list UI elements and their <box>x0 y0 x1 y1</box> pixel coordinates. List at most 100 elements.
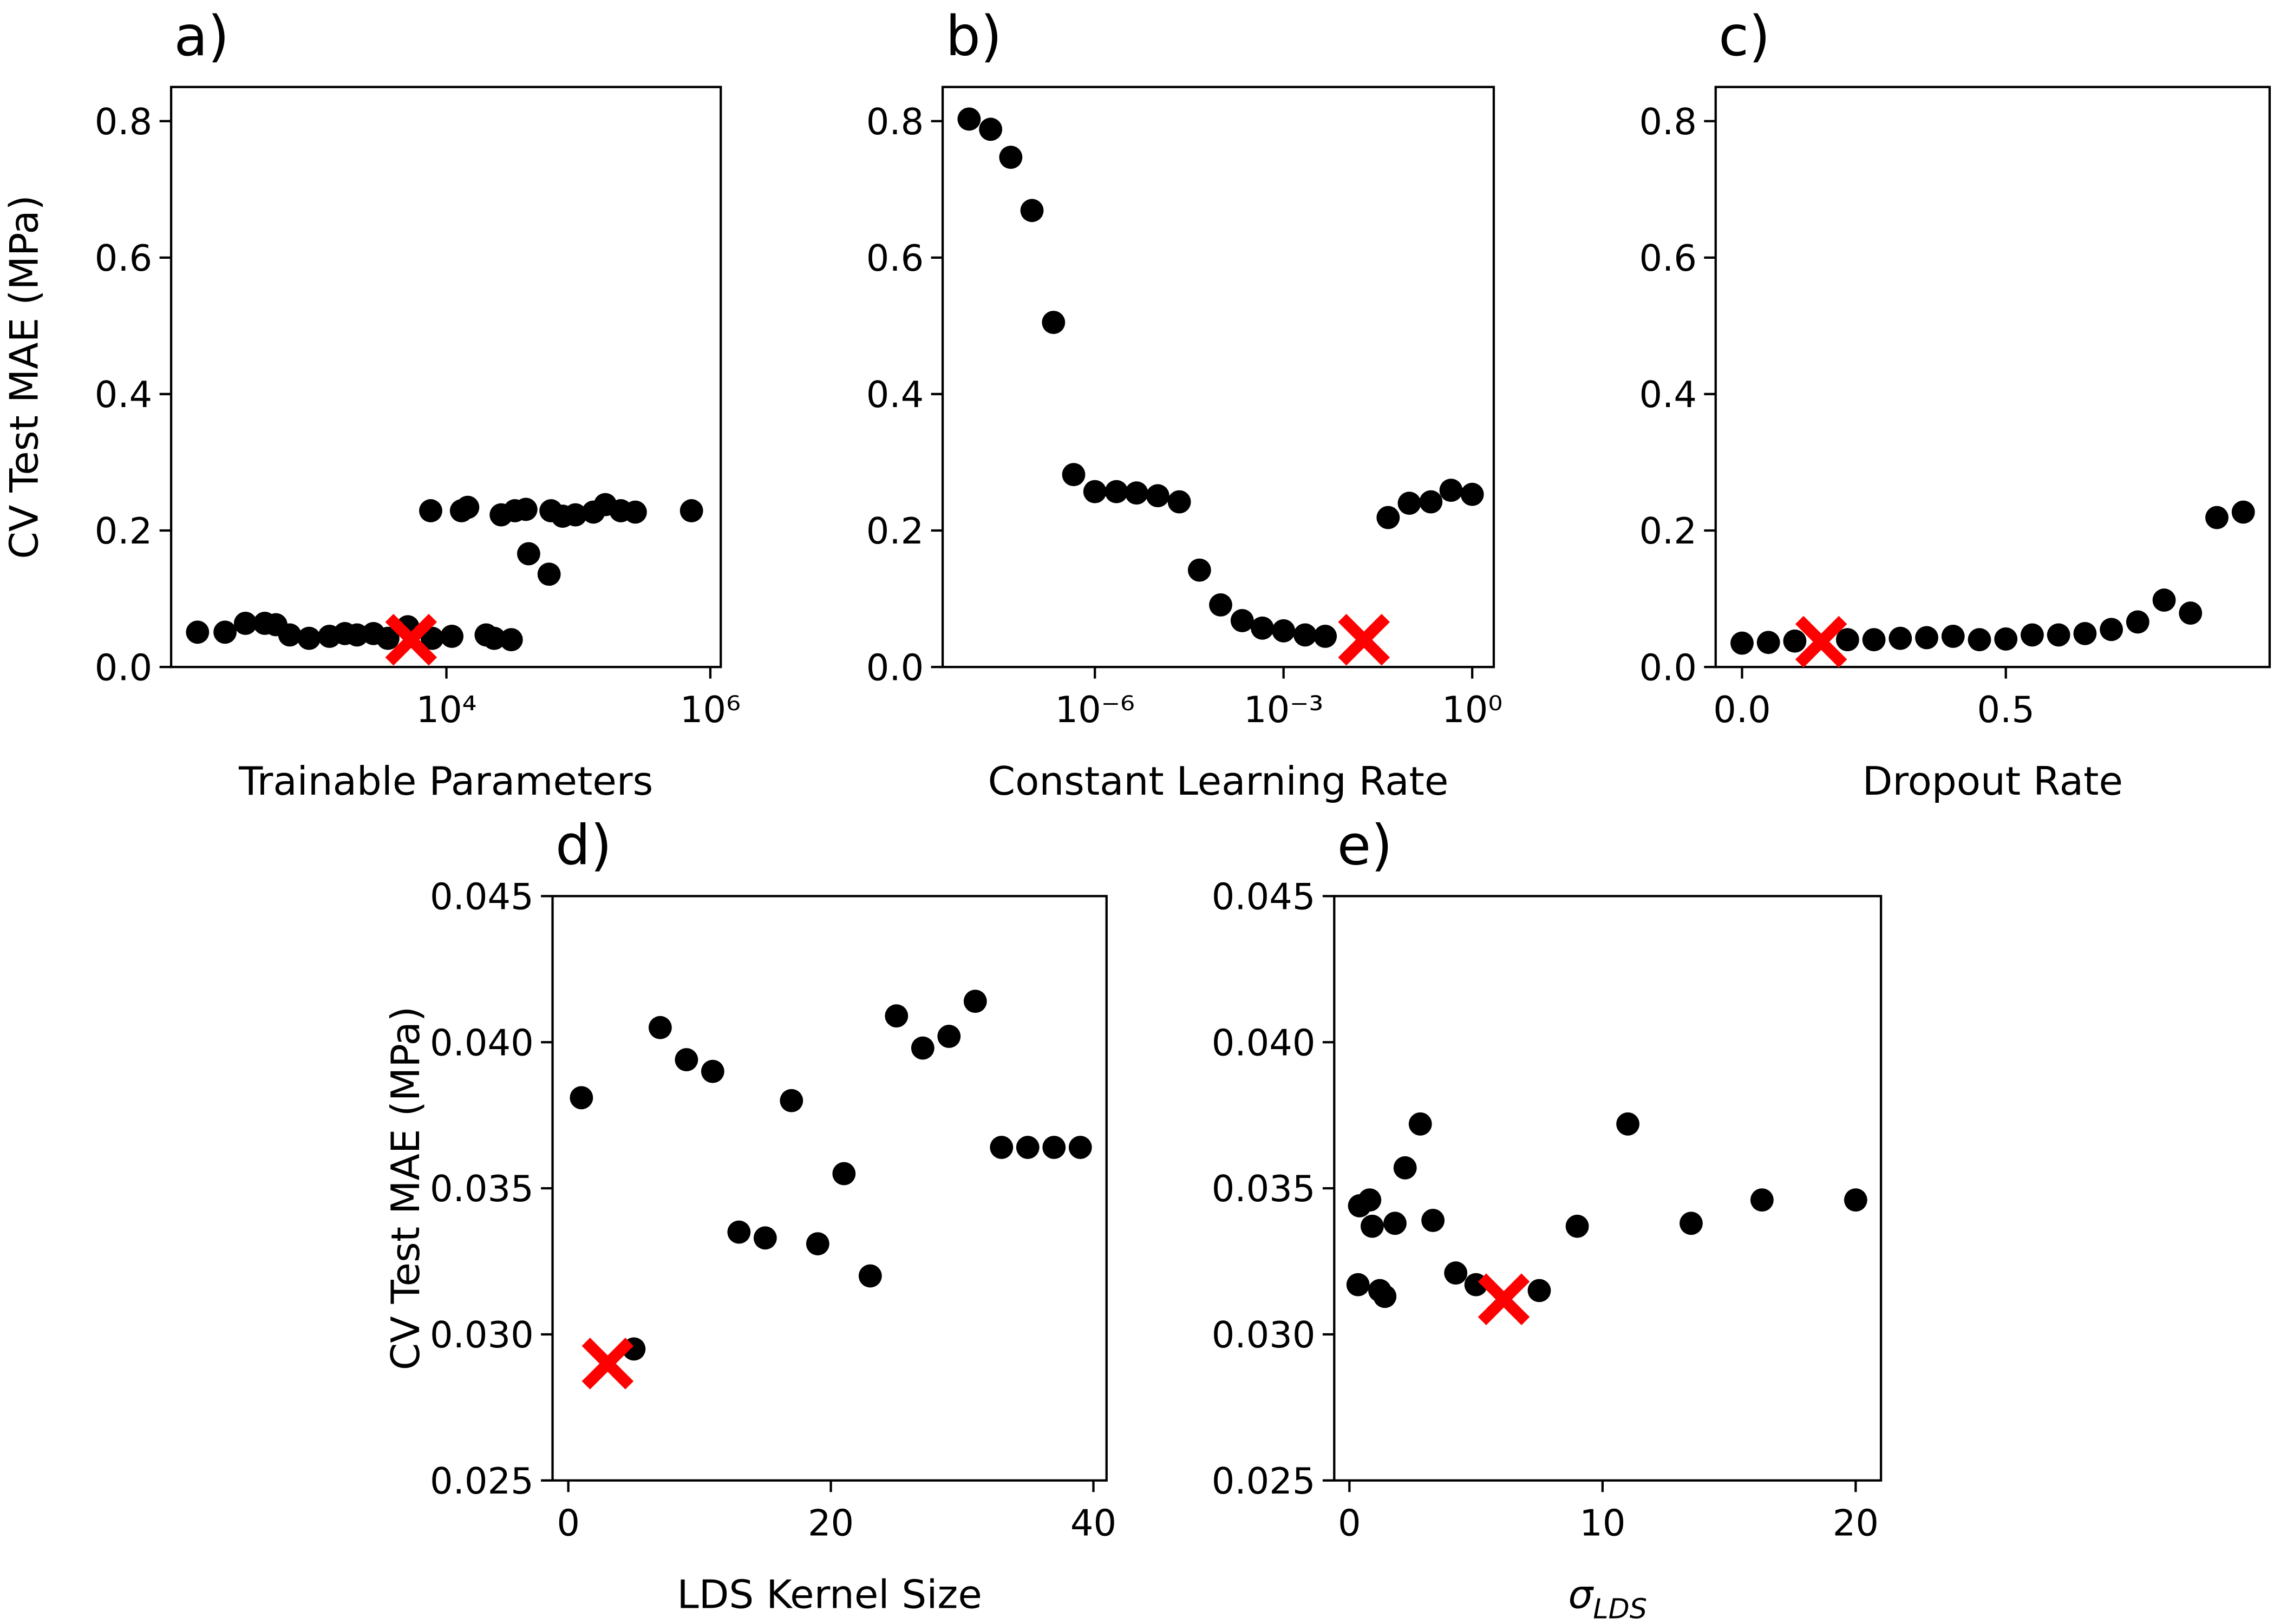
point <box>570 1086 593 1110</box>
point <box>2047 623 2070 647</box>
point <box>753 1226 777 1250</box>
point <box>979 117 1003 141</box>
y-tick-label: 0.8 <box>866 101 924 143</box>
point <box>701 1059 724 1083</box>
point <box>419 499 442 522</box>
point <box>1042 311 1066 335</box>
point <box>1862 628 1886 652</box>
point <box>1565 1214 1589 1238</box>
y-tick-label: 0.6 <box>1639 237 1696 279</box>
x-axis-label-symbol: σ <box>1568 1573 1594 1618</box>
point <box>858 1264 882 1288</box>
point <box>1105 480 1128 503</box>
x-tick-label: 20 <box>808 1502 854 1544</box>
highlight-marker <box>1795 615 1847 668</box>
point <box>623 500 647 524</box>
point <box>1068 1136 1092 1159</box>
point <box>1783 629 1807 653</box>
y-tick-label: 0.2 <box>95 510 152 552</box>
x-tick-label: 10⁻³ <box>1244 689 1323 731</box>
point <box>2073 621 2097 645</box>
x-tick-label: 0.0 <box>1713 689 1770 731</box>
point <box>1835 628 1859 652</box>
point <box>186 620 210 644</box>
point <box>1421 1209 1445 1232</box>
point <box>278 623 302 647</box>
y-tick-label: 0.035 <box>430 1168 534 1210</box>
point <box>1360 1214 1384 1238</box>
point <box>1083 480 1107 503</box>
point <box>440 624 464 648</box>
panel-label: b) <box>945 5 1002 69</box>
x-axis-label: σLDS <box>1568 1573 1647 1624</box>
point <box>1889 626 1912 650</box>
point <box>1376 506 1400 529</box>
y-tick-label: 0.0 <box>866 646 924 689</box>
point <box>1167 490 1191 514</box>
point <box>1616 1112 1640 1136</box>
point <box>780 1089 803 1112</box>
point <box>1460 482 1484 506</box>
point <box>2231 500 2255 524</box>
panel-label: c) <box>1718 5 1770 69</box>
point <box>990 1136 1014 1159</box>
x-tick-label: 0.5 <box>1977 689 2034 731</box>
y-tick-label: 0.045 <box>1212 875 1316 918</box>
y-tick-label: 0.030 <box>430 1314 534 1356</box>
y-tick-label: 0.2 <box>1639 510 1696 552</box>
y-tick-label: 0.6 <box>866 237 924 279</box>
point <box>1125 481 1148 505</box>
highlight-marker <box>1478 1273 1530 1325</box>
point <box>2205 506 2229 529</box>
point <box>806 1232 829 1256</box>
y-tick-label: 0.8 <box>1639 101 1696 143</box>
point <box>1393 1156 1417 1180</box>
highlight-marker <box>1338 613 1390 666</box>
x-axis-label-subscript: LDS <box>1593 1593 1647 1624</box>
plot-frame <box>551 895 1108 1482</box>
point <box>963 990 987 1013</box>
point <box>1020 199 1044 222</box>
point <box>1968 628 1991 652</box>
y-tick-label: 0.040 <box>430 1021 534 1064</box>
point <box>675 1048 698 1072</box>
point <box>1314 624 1337 648</box>
plot-frame <box>1714 86 2271 669</box>
y-tick-label: 0.035 <box>1212 1168 1316 1210</box>
y-axis-label: CV Test MAE (MPa) <box>2 195 48 559</box>
y-tick-label: 0.4 <box>95 374 152 416</box>
point <box>514 497 538 521</box>
point <box>537 562 561 586</box>
y-tick-label: 0.025 <box>430 1460 534 1502</box>
point <box>499 628 523 652</box>
x-tick-label: 0 <box>1338 1502 1361 1544</box>
point <box>2126 610 2149 634</box>
point <box>1373 1285 1397 1308</box>
point <box>727 1220 751 1244</box>
point <box>1439 479 1463 502</box>
point <box>1730 631 1754 655</box>
plot-frame <box>169 86 722 669</box>
point <box>957 107 981 131</box>
point <box>832 1162 856 1186</box>
point <box>233 612 257 635</box>
x-tick-label: 0 <box>557 1502 580 1544</box>
point <box>679 499 703 522</box>
point <box>885 1004 909 1028</box>
x-axis-label: Trainable Parameters <box>238 759 653 804</box>
point <box>1756 631 1780 654</box>
plot-frame <box>941 86 1495 669</box>
point <box>1062 463 1086 487</box>
y-tick-label: 0.2 <box>866 510 924 552</box>
y-tick-label: 0.045 <box>430 875 534 918</box>
point <box>911 1036 935 1060</box>
panel-label: a) <box>174 5 229 69</box>
point <box>1358 1188 1382 1212</box>
point <box>2179 601 2203 625</box>
plot-frame <box>1333 895 1883 1482</box>
point <box>1187 558 1211 582</box>
y-tick-label: 0.4 <box>866 374 924 416</box>
y-tick-label: 0.0 <box>95 646 152 689</box>
point <box>1915 626 1938 650</box>
point <box>1750 1188 1774 1212</box>
